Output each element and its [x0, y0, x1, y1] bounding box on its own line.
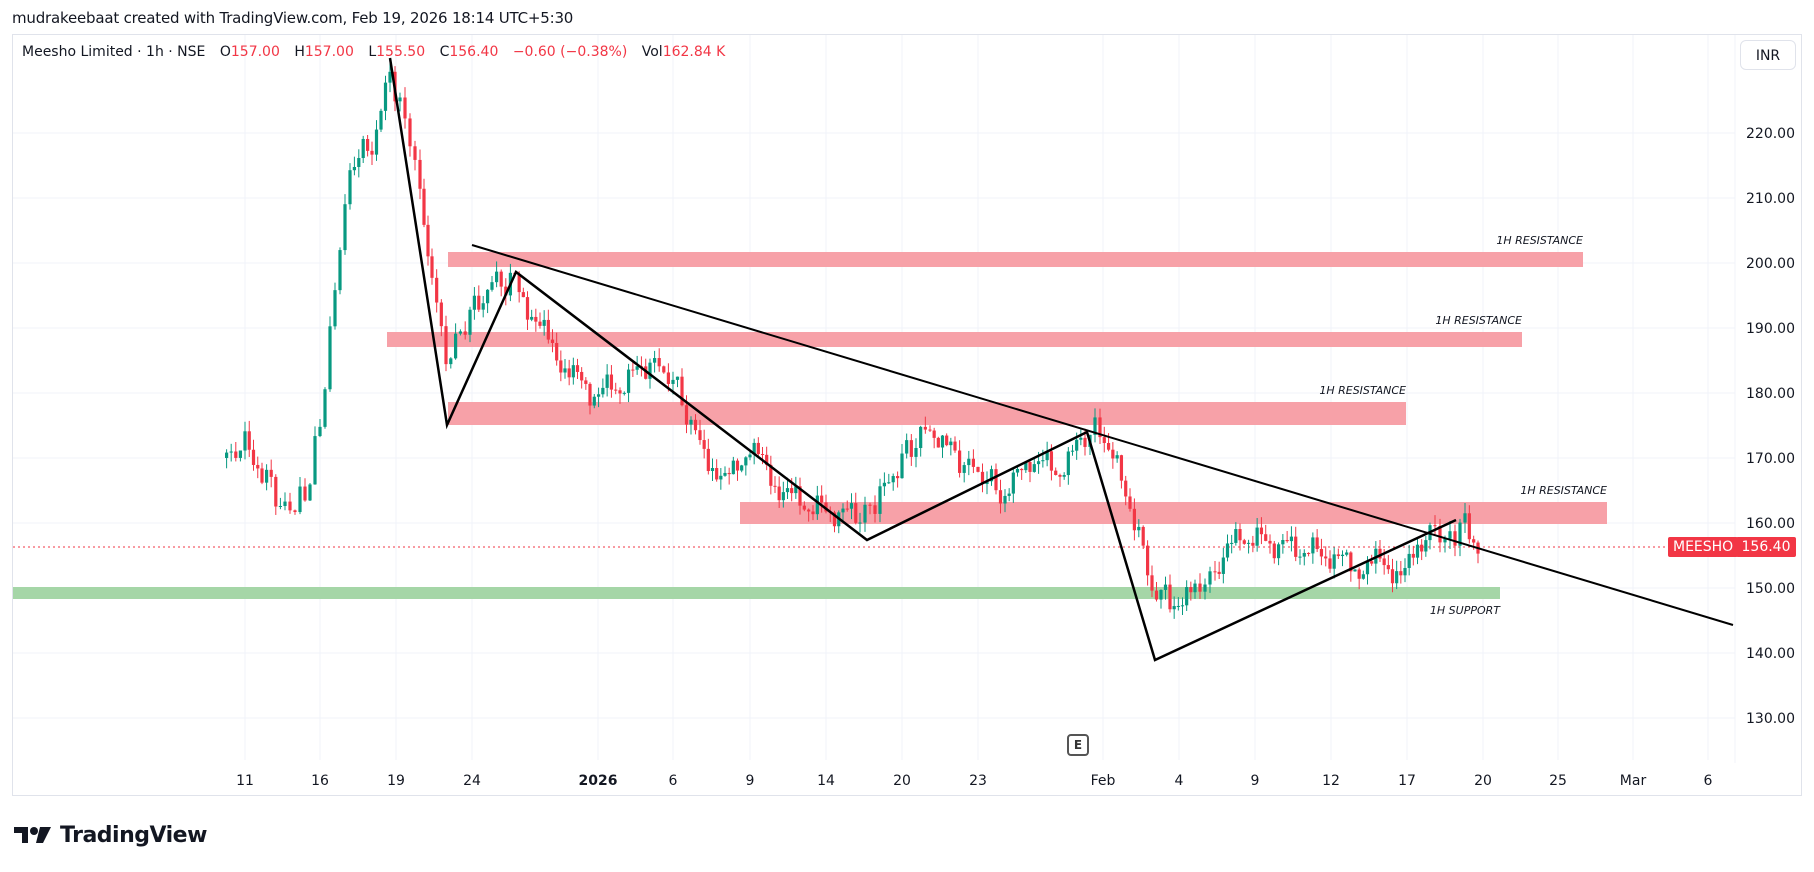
- time-tick: 6: [669, 773, 678, 789]
- open-label: O: [219, 44, 231, 60]
- price-tick: 130.00: [1746, 711, 1795, 727]
- time-tick: Mar: [1620, 773, 1647, 789]
- time-tick: 16: [311, 773, 329, 789]
- last-price-tag: 156.40: [1736, 537, 1796, 557]
- earnings-event-badge[interactable]: E: [1067, 734, 1089, 756]
- price-tick: 160.00: [1746, 516, 1795, 532]
- zone-label-r1: 1H RESISTANCE: [1496, 234, 1583, 247]
- support-zone-149[interactable]: [13, 587, 1500, 599]
- price-tick: 220.00: [1746, 126, 1795, 142]
- time-tick: 19: [387, 773, 405, 789]
- time-tick: 14: [817, 773, 835, 789]
- time-tick: 9: [1251, 773, 1260, 789]
- zone-label-r3: 1H RESISTANCE: [1319, 384, 1406, 397]
- volume-value: 162.84 K: [662, 44, 726, 60]
- symbol-name[interactable]: Meesho Limited · 1h · NSE: [22, 44, 206, 60]
- time-tick: 17: [1398, 773, 1416, 789]
- symbol-legend[interactable]: Meesho Limited · 1h · NSE O157.00 H157.0…: [22, 44, 725, 60]
- time-tick: 4: [1175, 773, 1184, 789]
- high-value: 157.00: [304, 44, 354, 60]
- time-tick: 12: [1322, 773, 1340, 789]
- currency-button[interactable]: INR: [1740, 40, 1796, 70]
- chart-credit: mudrakeebaat created with TradingView.co…: [12, 9, 574, 27]
- high-label: H: [294, 44, 305, 60]
- resistance-zone-178[interactable]: [448, 402, 1406, 425]
- price-tick: 200.00: [1746, 256, 1795, 272]
- time-tick: 6: [1704, 773, 1713, 789]
- descending-trendline[interactable]: [471, 244, 1734, 626]
- price-tick: 190.00: [1746, 321, 1795, 337]
- tradingview-logo[interactable]: TradingView: [14, 822, 207, 848]
- low-value: 155.50: [376, 44, 426, 60]
- price-tick: 140.00: [1746, 646, 1795, 662]
- time-tick: 24: [463, 773, 481, 789]
- resistance-zone-190[interactable]: [387, 332, 1522, 347]
- time-tick: 23: [969, 773, 987, 789]
- change-value: −0.60 (−0.38%): [512, 44, 628, 60]
- candles: [225, 61, 1480, 619]
- time-tick: 20: [893, 773, 911, 789]
- price-axis[interactable]: 220.00 210.00 200.00 190.00 180.00 170.00 160.…: [1746, 126, 1795, 727]
- time-axis[interactable]: 11 16 19 24 2026 6 9 14 20 23 Feb 4 9 12 17 20 25 Mar 6: [236, 773, 1712, 789]
- price-tick: 180.00: [1746, 386, 1795, 402]
- resistance-zone-161[interactable]: [740, 502, 1607, 524]
- open-value: 157.00: [230, 44, 280, 60]
- zone-label-s1: 1H SUPPORT: [1430, 604, 1501, 617]
- price-tick: 210.00: [1746, 191, 1795, 207]
- time-tick: Feb: [1091, 773, 1116, 789]
- tradingview-logo-icon: [14, 827, 51, 843]
- price-tick: 150.00: [1746, 581, 1795, 597]
- grid-lines: [13, 35, 1736, 763]
- low-label: L: [368, 44, 377, 60]
- close-value: 156.40: [449, 44, 499, 60]
- tradingview-logo-text: TradingView: [60, 822, 207, 848]
- price-tick: 170.00: [1746, 451, 1795, 467]
- zones: 1H RESISTANCE 1H RESISTANCE 1H RESISTANC…: [13, 234, 1607, 617]
- volume-label: Vol: [641, 44, 663, 60]
- time-tick: 25: [1549, 773, 1567, 789]
- resistance-zone-200[interactable]: [448, 252, 1583, 267]
- zone-label-r2: 1H RESISTANCE: [1435, 314, 1522, 327]
- time-tick: 2026: [579, 773, 618, 789]
- symbol-price-tag: MEESHO: [1668, 537, 1739, 557]
- zone-label-r4: 1H RESISTANCE: [1520, 484, 1607, 497]
- time-tick: 20: [1474, 773, 1492, 789]
- time-tick: 11: [236, 773, 254, 789]
- close-label: C: [439, 44, 450, 60]
- zigzag-trendline[interactable]: [388, 57, 1457, 662]
- time-tick: 9: [746, 773, 755, 789]
